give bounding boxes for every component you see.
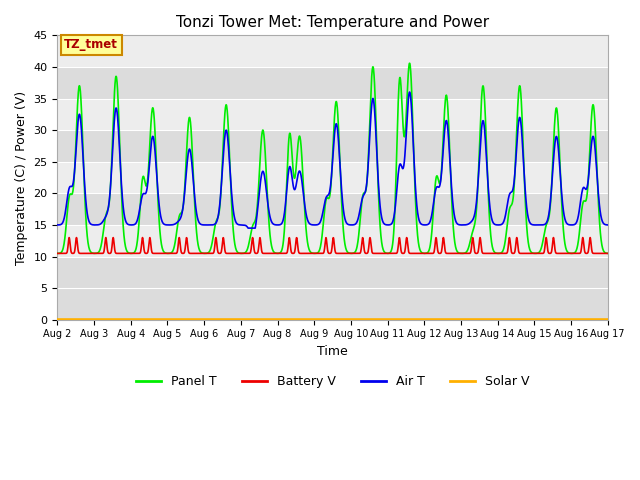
- Y-axis label: Temperature (C) / Power (V): Temperature (C) / Power (V): [15, 91, 28, 264]
- Bar: [58, 225, 608, 256]
- Bar: [58, 36, 608, 67]
- Bar: [58, 98, 608, 130]
- Bar: [58, 162, 608, 193]
- Title: Tonzi Tower Met: Temperature and Power: Tonzi Tower Met: Temperature and Power: [176, 15, 489, 30]
- Legend: Panel T, Battery V, Air T, Solar V: Panel T, Battery V, Air T, Solar V: [131, 370, 534, 393]
- X-axis label: Time: Time: [317, 345, 348, 358]
- Text: TZ_tmet: TZ_tmet: [65, 38, 118, 51]
